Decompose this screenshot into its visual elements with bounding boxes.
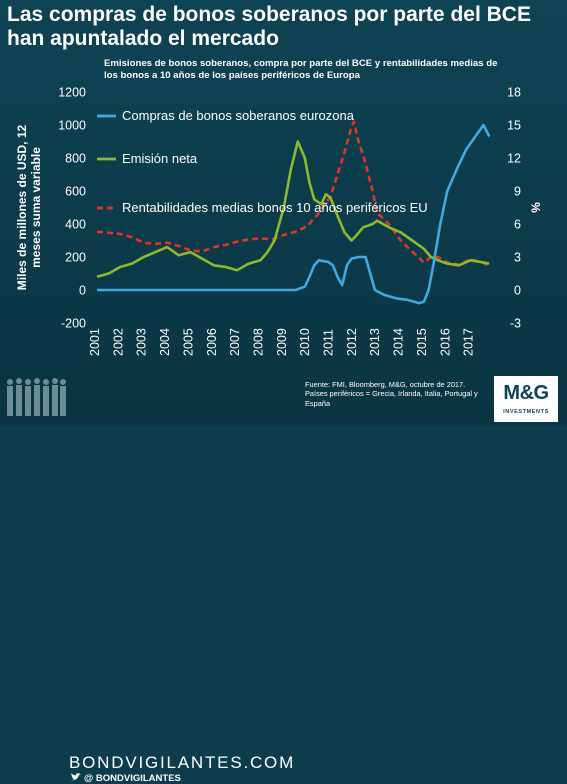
- chart-subtitle: Emisiones de bonos soberanos, compra por…: [104, 58, 498, 81]
- legend-label: Compras de bonos soberanos eurozona: [122, 108, 355, 123]
- x-tick-label: 2001: [88, 328, 102, 356]
- y-tick-label: 200: [65, 251, 86, 265]
- y-tick-label: 1000: [58, 119, 86, 133]
- logo-main-text: M&G: [503, 382, 549, 404]
- series-lines: [96, 120, 491, 305]
- x-axis-ticks: 2001 2002 2003 2004 2005 2006 2007 2008 2009 2010…: [88, 328, 476, 356]
- series-line: [97, 123, 491, 305]
- chart-area: 2001 2002 2003 2004 2005 2006 2007 2008 2009 2010…: [15, 86, 543, 357]
- x-tick-label: 2014: [392, 328, 406, 356]
- x-tick-label: 2015: [415, 328, 429, 356]
- x-tick-label: 2010: [298, 328, 312, 356]
- y2-tick-label: 0: [514, 284, 521, 298]
- x-tick-label: 2008: [251, 328, 265, 356]
- x-tick-label: 2006: [205, 328, 219, 356]
- page-title: Las compras de bonos soberanos por parte…: [7, 3, 531, 50]
- twitter-icon: [71, 773, 81, 781]
- source-line-2: Países periféricos = Grecia, Irlanda, It…: [305, 389, 478, 408]
- y2-tick-label: 9: [514, 185, 521, 199]
- twitter-handle: @ BONDVIGILANTES: [84, 773, 181, 784]
- legend-label: Rentabilidades medias bonos 10 años peri…: [122, 200, 428, 215]
- legend: Compras de bonos soberanos eurozona Emisi…: [97, 108, 428, 215]
- y-axis-left-label: Miles de millones de USD, 12meses suma v…: [15, 124, 43, 290]
- mg-logo: M&G INVESTMENTS: [494, 376, 558, 422]
- series-line: [96, 120, 490, 267]
- y2-tick-label: 18: [507, 86, 521, 100]
- source-note: Fuente: FMI, Bloomberg, M&G, octubre de …: [305, 380, 487, 408]
- y-axis-label-line2: meses suma variable: [29, 147, 43, 268]
- y-tick-label: 600: [65, 185, 86, 199]
- source-line-1: Fuente: FMI, Bloomberg, M&G, octubre de …: [305, 380, 466, 389]
- logo-sub-text: INVESTMENTS: [503, 409, 549, 415]
- y-tick-label: 0: [79, 284, 86, 298]
- x-tick-label: 2002: [111, 328, 125, 356]
- legend-label: Emisión neta: [122, 151, 198, 166]
- y-tick-label: 1200: [58, 86, 86, 100]
- x-tick-label: 2009: [275, 328, 289, 356]
- x-tick-label: 2012: [345, 328, 359, 356]
- y-axis-label-line1: Miles de millones de USD, 12: [15, 124, 29, 290]
- x-tick-label: 2013: [368, 328, 382, 356]
- x-tick-label: 2003: [135, 328, 149, 356]
- y-axis-right-label: %: [529, 202, 543, 213]
- y2-tick-label: 12: [507, 152, 521, 166]
- people-silhouettes-icon: [7, 378, 66, 416]
- x-tick-label: 2011: [322, 329, 336, 356]
- brand-url[interactable]: BONDVIGILANTES.COM: [69, 753, 296, 772]
- x-tick-label: 2016: [438, 328, 452, 356]
- x-tick-label: 2005: [181, 328, 195, 356]
- y2-tick-label: 6: [514, 218, 521, 232]
- y-tick-label: 800: [65, 152, 86, 166]
- x-tick-label: 2017: [462, 328, 476, 356]
- y-tick-label: 400: [65, 218, 86, 232]
- y2-tick-label: 3: [514, 251, 521, 265]
- y2-tick-label: -3: [510, 317, 521, 331]
- twitter-link[interactable]: @ BONDVIGILANTES: [71, 773, 181, 784]
- y-tick-label: -200: [61, 317, 86, 331]
- x-tick-label: 2007: [228, 328, 242, 356]
- x-tick-label: 2004: [158, 328, 172, 356]
- y-axis-right-ticks: -3 0 3 6 9 12 15 18: [507, 86, 521, 331]
- series-line: [96, 140, 490, 279]
- y2-tick-label: 15: [507, 119, 521, 133]
- y-axis-left-ticks: -200 0 200 400 600 800 1000 1200: [58, 86, 86, 331]
